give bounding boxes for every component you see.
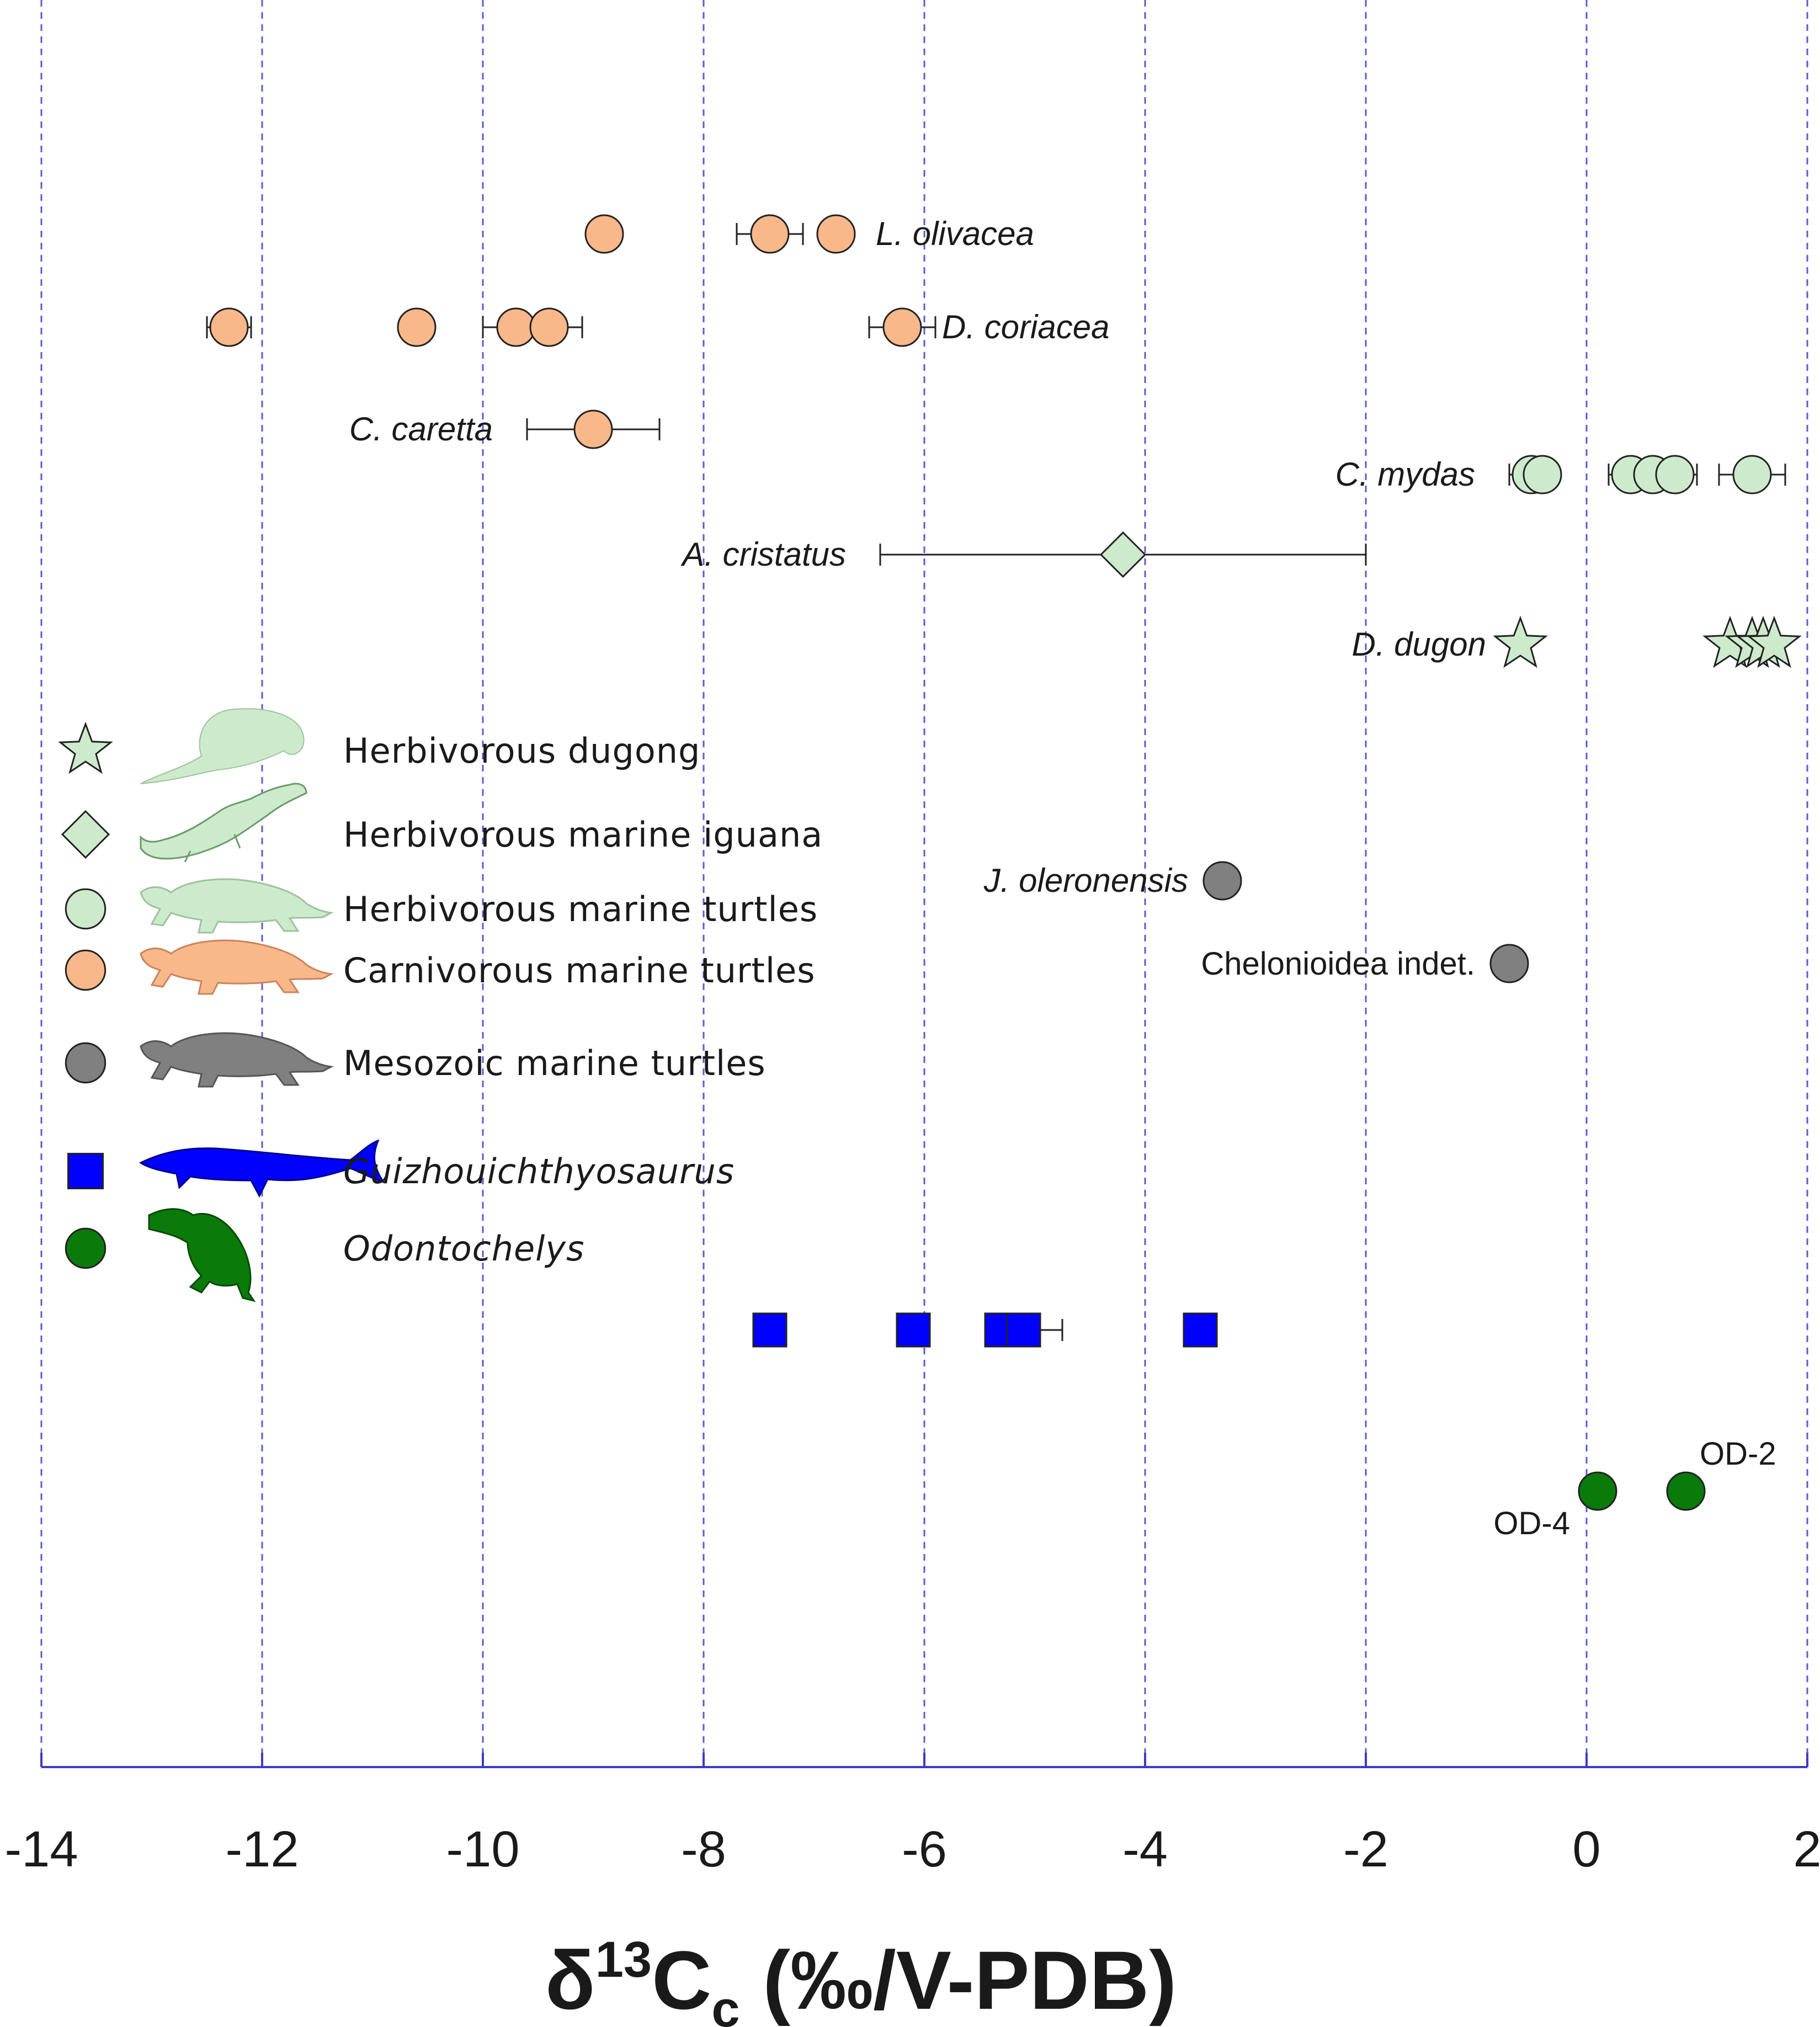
- data-point: [1655, 455, 1695, 494]
- data-point: [1578, 1471, 1617, 1511]
- legend-marker: [65, 949, 107, 991]
- x-tick-label: -4: [1122, 1821, 1168, 1877]
- legend-marker: [61, 810, 110, 859]
- legend-silhouette: [140, 1032, 334, 1088]
- legend-item: Herbivorous marine iguana: [61, 783, 823, 863]
- x-axis-label: δ13Cc (‰/V-PDB): [545, 1932, 1177, 2027]
- data-point: [1747, 615, 1802, 668]
- series-d-dugon: D. dugon: [1351, 615, 1802, 668]
- legend-marker: [65, 1042, 107, 1084]
- data-point: [1732, 455, 1772, 494]
- legend-label: Herbivorous dugong: [343, 731, 700, 771]
- data-point: [752, 1312, 787, 1348]
- legend-label: Mesozoic marine turtles: [343, 1043, 766, 1083]
- legend-marker: [65, 888, 107, 930]
- series-c-mydas: C. mydas: [1335, 455, 1786, 494]
- legend-silhouette: [140, 708, 305, 784]
- legend-silhouette: [140, 878, 334, 934]
- legend: Herbivorous dugong Herbivorous marine igu…: [58, 708, 823, 1302]
- legend-label: Guizhouichthyosaurus: [343, 1151, 735, 1191]
- ichthyosaur-icon: [139, 1139, 386, 1198]
- legend-marker: [65, 1227, 107, 1269]
- point-label: OD-2: [1700, 1436, 1776, 1472]
- x-axis: -14 -12 -10 -8 -6 -4 -2 0 2: [5, 1753, 1820, 1877]
- legend-item: Herbivorous dugong: [58, 708, 700, 784]
- series-d-coriacea: D. coriacea: [206, 307, 1109, 347]
- data-point: [1099, 531, 1147, 578]
- legend-label: Herbivorous marine turtles: [343, 889, 818, 929]
- legend-silhouette: [148, 1208, 256, 1302]
- legend-item: Carnivorous marine turtles: [65, 939, 816, 995]
- legend-item: Herbivorous marine turtles: [65, 878, 818, 934]
- grid-lines: [40, 0, 1808, 1767]
- x-tick-label: 0: [1572, 1821, 1600, 1877]
- data-point: [397, 307, 437, 347]
- x-tick-label: -10: [446, 1821, 520, 1877]
- data-point: [896, 1312, 931, 1348]
- series-label: C. caretta: [349, 411, 493, 448]
- data-point: [750, 214, 790, 254]
- legend-label: Odontochelys: [343, 1228, 584, 1269]
- x-tick-label: -6: [902, 1821, 947, 1877]
- iguana-icon: [140, 783, 307, 863]
- legend-silhouette: [139, 1139, 386, 1198]
- legend-item: Odontochelys: [65, 1208, 584, 1302]
- legend-silhouette: [140, 783, 307, 863]
- data-point: [816, 214, 856, 254]
- data-point: [1666, 1471, 1706, 1511]
- dugong-icon: [140, 708, 305, 784]
- data-point: [1493, 615, 1548, 668]
- data-point: [209, 307, 249, 347]
- data-point: [496, 307, 536, 347]
- legend-silhouette: [140, 939, 334, 995]
- series-guizhouichthyosaurus: [752, 1312, 1218, 1348]
- legend-label: Carnivorous marine turtles: [343, 950, 816, 991]
- data-point: [584, 214, 624, 254]
- data-point: [1523, 455, 1562, 494]
- x-tick-label: -2: [1343, 1821, 1388, 1877]
- x-tick-label: -12: [226, 1821, 299, 1877]
- series-label: D. dugon: [1351, 626, 1486, 663]
- data-point: [573, 409, 613, 449]
- turtle-icon: [140, 1032, 334, 1088]
- legend-label: Herbivorous marine iguana: [343, 815, 823, 855]
- data-point: [1183, 1312, 1218, 1348]
- series-label: D. coriacea: [942, 308, 1109, 345]
- turtle-icon: [140, 878, 334, 934]
- legend-item: Mesozoic marine turtles: [65, 1032, 766, 1088]
- series-label: L. olivacea: [876, 215, 1034, 252]
- data-point: [529, 307, 569, 347]
- data-point: [1006, 1312, 1041, 1348]
- legend-marker: [58, 721, 113, 774]
- series-c-caretta: C. caretta: [349, 409, 661, 449]
- series-label: C. mydas: [1335, 456, 1475, 493]
- x-tick-label: -8: [681, 1821, 726, 1877]
- turtle-icon: [140, 939, 334, 995]
- series-j-oleronensis: J. oleronensis: [983, 861, 1242, 901]
- data-point: [1489, 944, 1529, 983]
- series-label: J. oleronensis: [983, 862, 1188, 899]
- series-a-cristatus: A. cristatus: [680, 531, 1367, 578]
- data-point: [882, 307, 922, 347]
- x-tick-label: 2: [1793, 1821, 1820, 1877]
- series-l-olivacea: L. olivacea: [584, 214, 1034, 254]
- series-chelonioidea-indet-: Chelonioidea indet.: [1201, 944, 1529, 983]
- odontochelys-icon: [148, 1208, 256, 1302]
- series-odontochelys: OD-4 OD-2: [1493, 1436, 1776, 1541]
- legend-item: Guizhouichthyosaurus: [67, 1139, 735, 1198]
- data-point: [1202, 861, 1242, 901]
- series-label: Chelonioidea indet.: [1201, 946, 1475, 982]
- legend-marker: [67, 1153, 104, 1189]
- point-label: OD-4: [1493, 1505, 1570, 1541]
- x-tick-label: -14: [5, 1821, 78, 1877]
- series-label: A. cristatus: [680, 536, 846, 573]
- data-series: L. olivacea D. coriacea C. caretta C. mydas…: [206, 214, 1802, 1541]
